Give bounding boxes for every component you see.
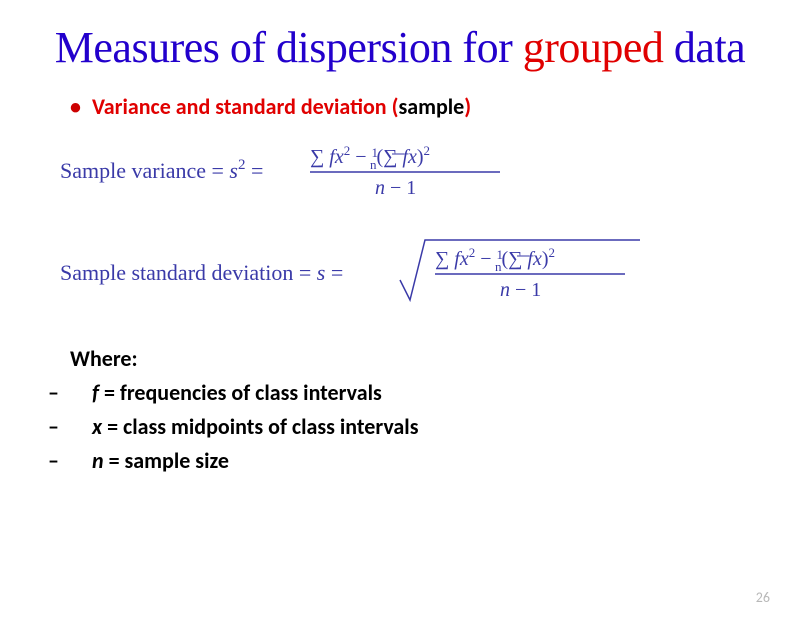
subtitle-bullet: •Variance and standard deviation (sample… <box>0 93 800 120</box>
def-f: = frequencies of class intervals <box>99 379 382 406</box>
svg-text:∑ fx2 − 1n(∑ fx)2: ∑ fx2 − 1n(∑ fx)2 <box>310 143 430 172</box>
svg-text:n − 1: n − 1 <box>500 279 541 301</box>
page-number: 26 <box>756 589 770 606</box>
where-section: Where: –f = frequencies of class interva… <box>0 342 800 478</box>
where-item-f: –f = frequencies of class intervals <box>70 376 800 410</box>
dash-icon: – <box>70 410 92 444</box>
title-before: Measures of dispersion for <box>55 23 523 72</box>
title-after: data <box>663 23 745 72</box>
formula-stddev: Sample standard deviation = s = ∑ fx2 − … <box>0 230 800 320</box>
def-x: = class midpoints of class intervals <box>102 413 418 440</box>
formula1-label: Sample variance = s2 = <box>60 157 263 183</box>
slide-title: Measures of dispersion for grouped data <box>0 22 800 73</box>
formula2-label: Sample standard deviation = s = <box>60 260 343 285</box>
dash-icon: – <box>70 376 92 410</box>
where-item-n: –n = sample size <box>70 444 800 478</box>
bullet-middle: sample <box>398 93 464 120</box>
title-highlight: grouped <box>523 23 664 72</box>
def-n: = sample size <box>104 447 229 474</box>
formula1-fraction: ∑ fx2 − 1n(∑ fx)2 n − 1 <box>310 143 500 199</box>
bullet-prefix: Variance and standard deviation ( <box>92 93 398 120</box>
svg-text:n − 1: n − 1 <box>375 177 416 199</box>
var-f: f <box>92 379 99 406</box>
formula2-sqrt: ∑ fx2 − 1n(∑ fx)2 n − 1 <box>400 240 640 301</box>
bullet-dot: • <box>70 93 92 120</box>
var-x: x <box>92 413 102 440</box>
formula-variance: Sample variance = s2 = ∑ fx2 − 1n(∑ fx)2… <box>0 138 800 208</box>
where-header: Where: <box>70 342 800 376</box>
dash-icon: – <box>70 444 92 478</box>
var-n: n <box>92 447 104 474</box>
where-item-x: –x = class midpoints of class intervals <box>70 410 800 444</box>
svg-text:∑ fx2 − 1n(∑ fx)2: ∑ fx2 − 1n(∑ fx)2 <box>435 245 555 274</box>
bullet-suffix: ) <box>464 93 471 120</box>
